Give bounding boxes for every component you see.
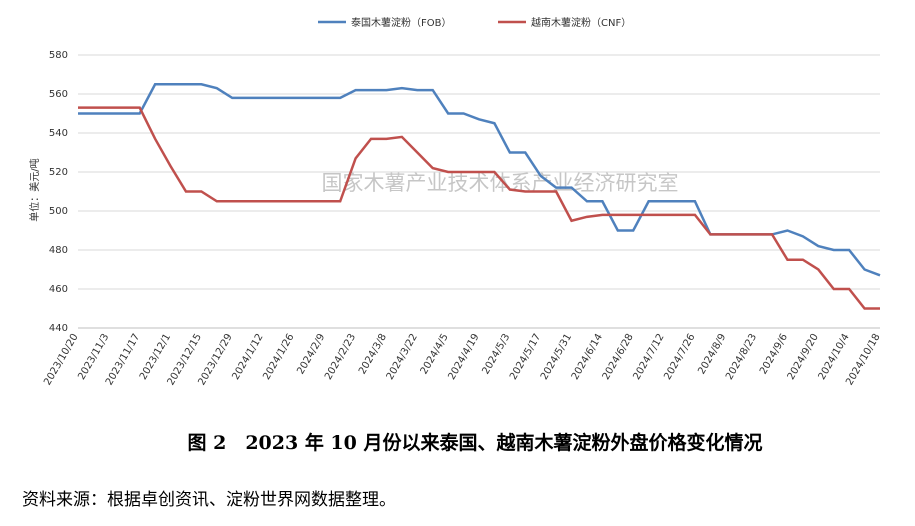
y-tick-label: 560 xyxy=(49,89,68,100)
caption: 图 2 2023 年 10 月份以来泰国、越南木薯淀粉外盘价格变化情况 xyxy=(187,431,762,454)
x-tick-label: 2024/1/26 xyxy=(261,332,296,382)
x-tick-label: 2024/2/23 xyxy=(323,332,358,382)
x-tick-label: 2024/5/17 xyxy=(508,332,543,382)
series-line xyxy=(78,106,880,310)
watermark: 国家木薯产业技术体系产业经济研究室 xyxy=(322,171,679,195)
y-tick-label: 440 xyxy=(49,323,68,334)
x-tick-label: 2024/2/9 xyxy=(295,332,327,376)
x-tick-label: 2024/6/28 xyxy=(601,332,636,382)
x-tick-label: 2024/8/23 xyxy=(724,332,759,382)
legend-label: 泰国木薯淀粉（FOB） xyxy=(351,16,451,29)
x-tick-label: 2024/7/26 xyxy=(662,332,697,382)
x-tick-label: 2024/4/5 xyxy=(419,332,451,376)
legend-label: 越南木薯淀粉（CNF） xyxy=(531,16,631,29)
y-tick-label: 500 xyxy=(49,206,68,217)
y-tick-label: 520 xyxy=(49,167,68,178)
y-axis-label: 单位：美元/吨 xyxy=(28,158,41,221)
y-tick-label: 460 xyxy=(49,284,68,295)
x-tick-label: 2024/9/6 xyxy=(758,332,790,376)
x-tick-label: 2024/5/3 xyxy=(480,332,512,376)
x-tick-label: 2024/8/9 xyxy=(696,332,728,376)
source: 资料来源：根据卓创资讯、淀粉世界网数据整理。 xyxy=(22,490,396,510)
x-tick-label: 2024/4/19 xyxy=(446,332,481,382)
x-tick-label: 2024/10/4 xyxy=(817,332,852,382)
x-tick-label: 2024/7/12 xyxy=(632,332,667,382)
y-tick-label: 580 xyxy=(49,50,68,61)
x-tick-label: 2024/6/14 xyxy=(570,332,605,382)
x-tick-label: 2023/10/20 xyxy=(42,332,80,387)
x-tick-label: 2024/1/12 xyxy=(231,332,266,382)
x-tick-label: 2024/9/20 xyxy=(786,332,821,382)
x-tick-label: 2024/3/22 xyxy=(385,332,420,382)
x-tick-label: 2024/3/8 xyxy=(357,332,389,376)
x-tick-label: 2023/12/1 xyxy=(138,332,173,382)
y-tick-label: 480 xyxy=(49,245,68,256)
y-tick-label: 540 xyxy=(49,128,68,139)
x-tick-label: 2023/11/3 xyxy=(76,332,111,382)
x-tick-label: 2024/5/31 xyxy=(539,332,574,382)
